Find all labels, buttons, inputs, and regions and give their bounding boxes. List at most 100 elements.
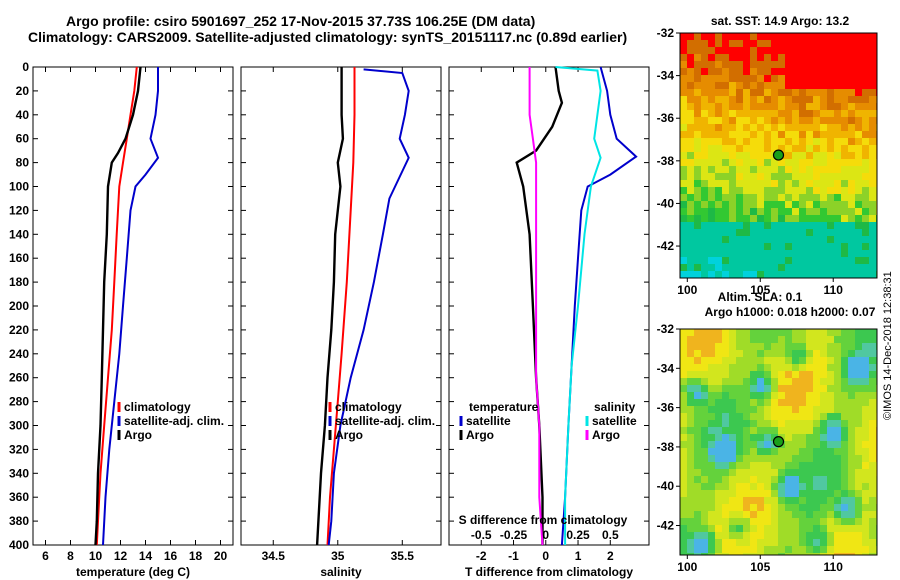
sst_map-cell: [729, 180, 736, 187]
sla_map-cell: [855, 378, 862, 385]
sst_map-cell: [743, 152, 750, 159]
sst_map-cell: [848, 173, 855, 180]
sst_map-cell: [680, 33, 687, 40]
sla_map-cell: [792, 406, 799, 413]
sla_map-cell: [750, 434, 757, 441]
sst_map-cell: [841, 222, 848, 229]
sst_map-cell: [792, 271, 799, 278]
sst_map-cell: [764, 215, 771, 222]
sst_map-cell: [869, 103, 876, 110]
sla_map-cell: [687, 427, 694, 434]
sst_map-cell: [827, 61, 834, 68]
sst_map-cell: [820, 75, 827, 82]
sla_map-cell: [743, 553, 750, 555]
sla_map-cell: [806, 532, 813, 539]
sla_map-cell: [729, 497, 736, 504]
sst_map-cell: [701, 110, 708, 117]
sla_map-cell: [687, 392, 694, 399]
sla_map-cell: [736, 385, 743, 392]
sst_map-cell: [862, 124, 869, 131]
sst_map-cell: [680, 54, 687, 61]
sla_map-cell: [701, 357, 708, 364]
sla_map-cell: [869, 420, 876, 427]
sla_map-cell: [771, 455, 778, 462]
sla_map-cell: [750, 427, 757, 434]
sst_map-cell: [869, 82, 876, 89]
salinity-frame: [240, 66, 442, 546]
sst_map-cell: [855, 103, 862, 110]
sst_map-cell: [750, 131, 757, 138]
sst_map-cell: [785, 215, 792, 222]
sst_map-cell: [855, 243, 862, 250]
sla_map-cell: [771, 476, 778, 483]
sla_map-cell: [743, 469, 750, 476]
sla_map-cell: [806, 420, 813, 427]
sst_map-cell: [785, 194, 792, 201]
sst_map-cell: [680, 264, 687, 271]
sst_map-cell: [680, 152, 687, 159]
sst_map-cell: [736, 271, 743, 278]
sla_map-cell: [757, 518, 764, 525]
sla_map-cell: [708, 490, 715, 497]
sst_map-cell: [820, 257, 827, 264]
sla_map-cell: [834, 420, 841, 427]
sst_map-cell: [771, 82, 778, 89]
sst_map-cell: [722, 103, 729, 110]
sst_map-cell: [757, 250, 764, 257]
sst_map-cell: [764, 187, 771, 194]
sla_map-cell: [764, 511, 771, 518]
sla_map-cell: [743, 518, 750, 525]
sla_map-cell: [834, 329, 841, 336]
sst_map-cell: [778, 33, 785, 40]
sla_map-cell: [799, 371, 806, 378]
sst_map-cell: [729, 236, 736, 243]
sst_map-cell: [806, 152, 813, 159]
sst_map-cell: [827, 187, 834, 194]
sla_map-cell: [799, 357, 806, 364]
sst_map-cell: [687, 250, 694, 257]
sst_map-cell: [869, 222, 876, 229]
sst_map-cell: [701, 159, 708, 166]
sst_map-cell: [715, 145, 722, 152]
sla_map-cell: [736, 336, 743, 343]
sla_map-cell: [806, 490, 813, 497]
depth-tick-label: 220: [9, 323, 29, 337]
sla_map-cell: [862, 399, 869, 406]
sla_map-cell: [785, 441, 792, 448]
sst_map-cell: [799, 54, 806, 61]
sst_map-cell: [764, 138, 771, 145]
sla_map-cell: [820, 420, 827, 427]
sla_map-cell: [848, 343, 855, 350]
sst_map-cell: [841, 82, 848, 89]
sst_map-cell: [834, 187, 841, 194]
sla_map-cell: [827, 518, 834, 525]
sst_map-cell: [687, 236, 694, 243]
sst_map-cell: [799, 145, 806, 152]
sla_map-cell: [750, 371, 757, 378]
sla_map-cell: [680, 504, 687, 511]
sst_map-cell: [771, 75, 778, 82]
sst_map-cell: [862, 138, 869, 145]
sla_map-cell: [855, 497, 862, 504]
sst_map-cell: [757, 54, 764, 61]
sla_map-cell: [687, 385, 694, 392]
sla_map-cell: [806, 413, 813, 420]
sst_map-cell: [680, 222, 687, 229]
sst_map-cell: [834, 166, 841, 173]
sla_map-cell: [771, 497, 778, 504]
sst_map-cell: [750, 96, 757, 103]
sst_map-cell: [792, 250, 799, 257]
sla_map-cell: [869, 413, 876, 420]
sla_map-cell: [701, 504, 708, 511]
sst_map-cell: [729, 215, 736, 222]
sst_map-cell: [764, 264, 771, 271]
sla_map-cell: [722, 511, 729, 518]
sst_map-cell: [694, 201, 701, 208]
sst_map-cell: [729, 131, 736, 138]
sst_map-cell: [862, 243, 869, 250]
sla_map-cell: [799, 553, 806, 555]
sst_map-cell: [715, 117, 722, 124]
sst_map-cell: [771, 159, 778, 166]
sst_map-cells: [680, 33, 877, 278]
sla_map-cell: [869, 448, 876, 455]
